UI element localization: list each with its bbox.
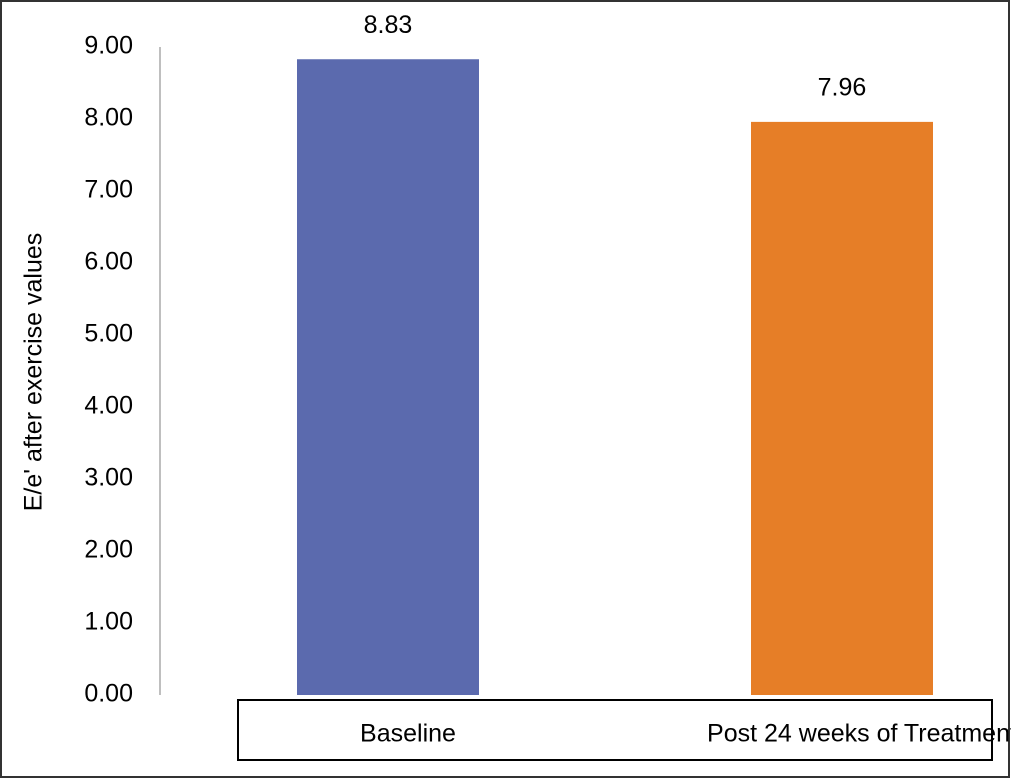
y-axis-label: E/e' after exercise values bbox=[20, 233, 48, 512]
y-tick-label: 5.00 bbox=[84, 320, 133, 348]
y-tick-label: 2.00 bbox=[84, 536, 133, 564]
x-tick-label: Post 24 weeks of Treatment bbox=[707, 720, 1011, 748]
y-tick-label: 6.00 bbox=[84, 248, 133, 276]
x-tick-label: Baseline bbox=[360, 720, 456, 748]
y-tick-label: 7.00 bbox=[84, 176, 133, 204]
bar bbox=[297, 59, 479, 696]
y-tick-label: 3.00 bbox=[84, 464, 133, 492]
category-box bbox=[237, 699, 993, 761]
data-label: 7.96 bbox=[818, 73, 867, 101]
y-tick-label: 1.00 bbox=[84, 608, 133, 636]
y-tick-label: 4.00 bbox=[84, 392, 133, 420]
bar bbox=[751, 121, 933, 695]
y-tick-label: 8.00 bbox=[84, 104, 133, 132]
data-label: 8.83 bbox=[364, 11, 413, 39]
y-tick-label: 9.00 bbox=[84, 32, 133, 60]
y-tick-label: 0.00 bbox=[84, 680, 133, 708]
